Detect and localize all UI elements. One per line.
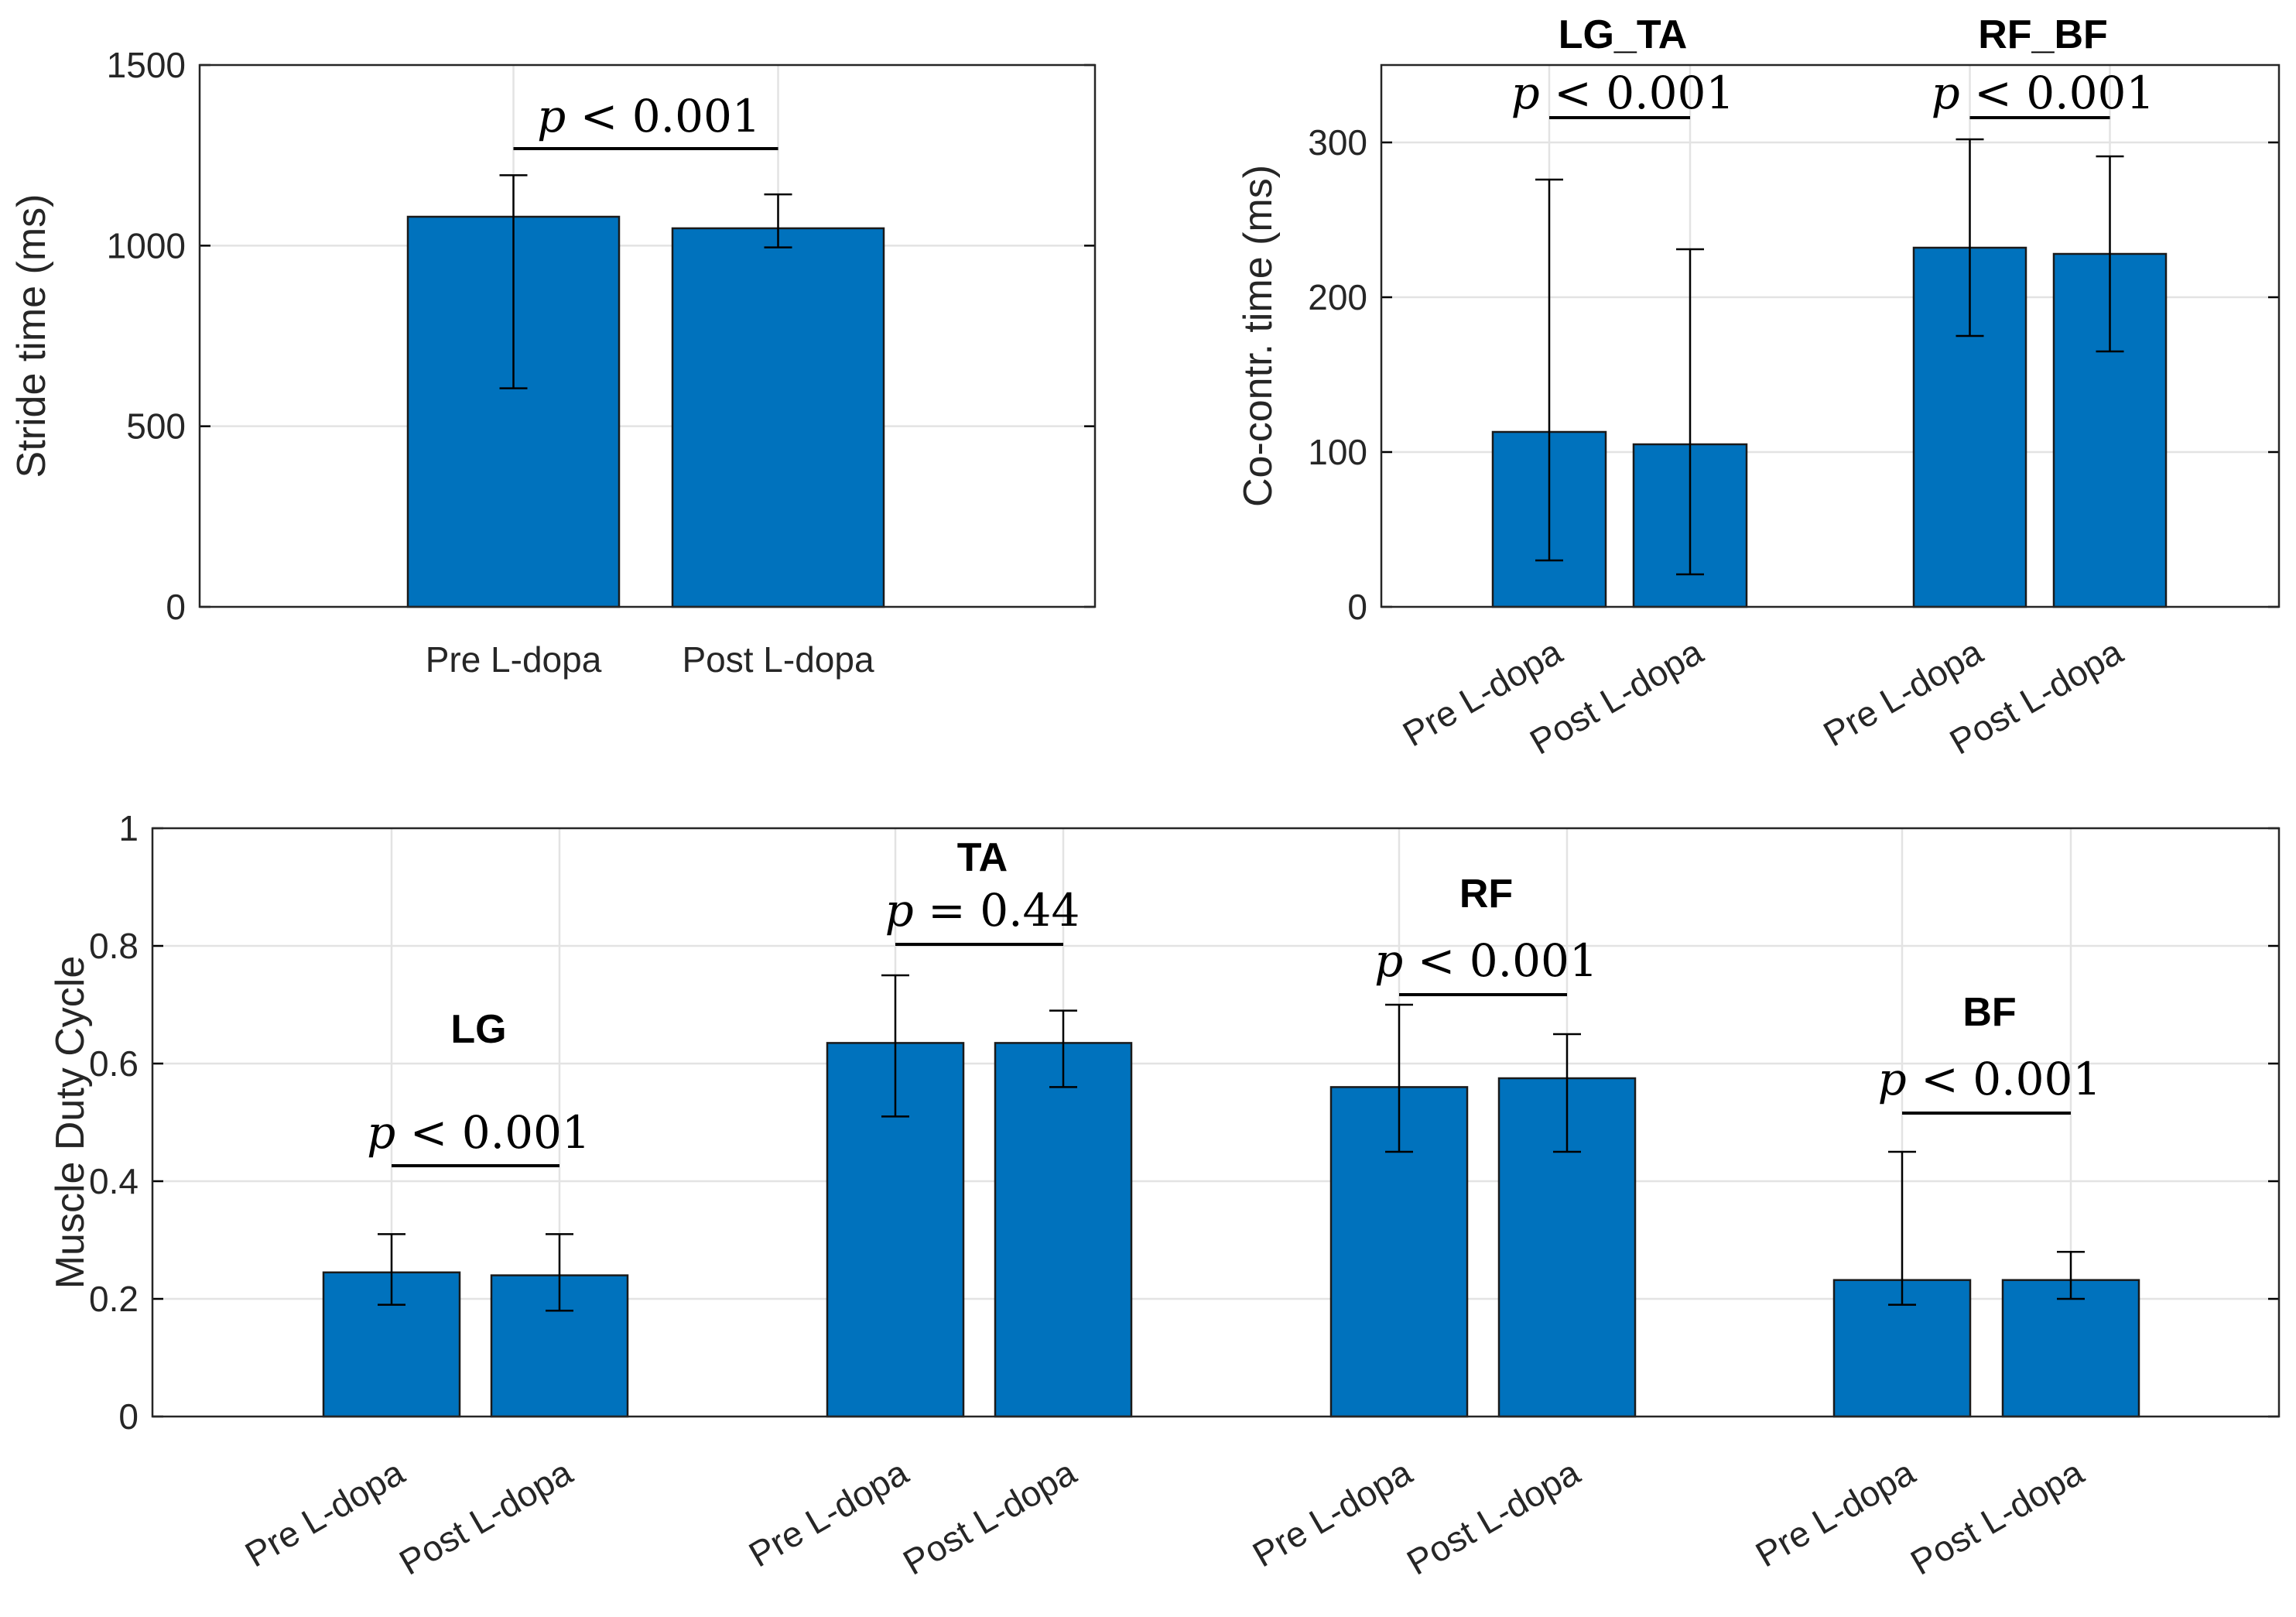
x-tick-label: Pre L-dopa [1246,1451,1418,1574]
p-value-label: p < 0.001 [1878,1053,2102,1105]
axes-frame [1380,63,2281,608]
x-tick-label: Post L-dopa [682,639,874,680]
y-tick-label: 0 [166,587,186,627]
p-value-label: p < 0.001 [1511,67,1735,119]
p-value-label: p = 0.44 [885,884,1080,937]
x-tick-label: Pre L-dopa [742,1451,915,1574]
p-value-label: p < 0.001 [537,90,761,142]
p-value-label: p < 0.001 [1932,67,2155,119]
group-title: LG_TA [1559,12,1688,57]
y-tick-label: 1000 [107,225,186,266]
y-tick-label: 300 [1308,122,1367,163]
x-tick-label: Post L-dopa [1904,1451,2090,1582]
y-tick-label: 1500 [107,45,186,85]
y-tick-label: 0.6 [89,1043,139,1084]
x-tick-label: Pre L-dopa [238,1451,411,1574]
y-axis-label: Muscle Duty Cycle [48,956,93,1290]
y-tick-label: 1 [118,808,139,848]
y-tick-label: 0.2 [89,1279,139,1319]
axes-frame [151,827,2281,1418]
group-title: TA [957,835,1008,880]
axes-frame [198,63,1097,608]
bar-post-l-dopa [994,1042,1133,1418]
bar-post-l-dopa [2001,1279,2140,1418]
y-axis-label: Co-contr. time (ms) [1236,165,1281,507]
group-title: LG [450,1007,506,1052]
x-tick-label: Pre L-dopa [426,639,602,680]
y-tick-label: 500 [126,406,186,447]
x-tick-label: Post L-dopa [1400,1451,1586,1582]
group-main: Pre L-dopa Post L-dopa p < 0.001 [406,90,885,680]
group-title: BF [1962,990,2016,1035]
y-tick-label: 200 [1308,277,1367,317]
y-axis-label: Stride time (ms) [9,194,54,478]
group-title: RF_BF [1978,12,2108,57]
p-value-label: p < 0.001 [367,1106,590,1159]
x-tick-label: Pre L-dopa [1749,1451,1921,1574]
y-tick-label: 100 [1308,432,1367,472]
y-tick-label: 0.8 [89,926,139,966]
p-value-label: p < 0.001 [1374,934,1598,987]
x-tick-label: Post L-dopa [896,1451,1083,1582]
bar-post-l-dopa [671,227,885,608]
x-tick-label: Post L-dopa [392,1451,579,1582]
y-tick-label: 0 [118,1396,139,1437]
y-tick-label: 0.4 [89,1161,139,1201]
y-tick-label: 0 [1347,587,1367,627]
group-title: RF [1459,872,1513,916]
chart-stride: 0 500 1000 1500 Pre L-dopa Post L-dopa p < 0.0… [9,45,1097,680]
